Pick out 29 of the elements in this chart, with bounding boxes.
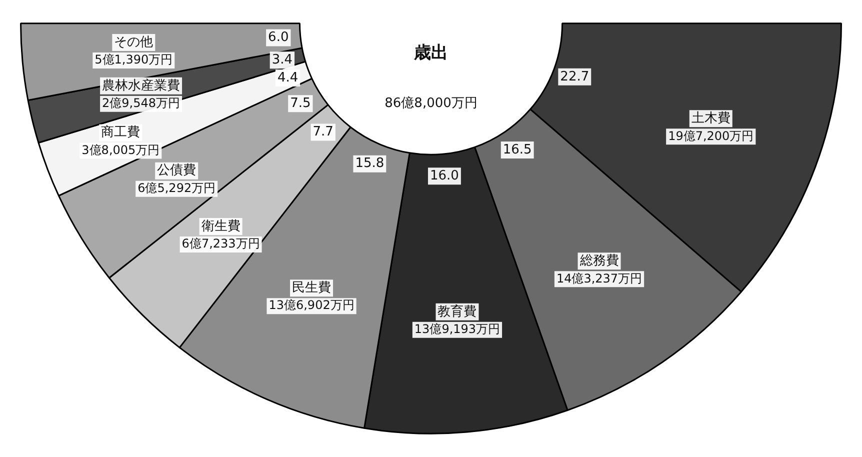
data-label: 16.0 <box>430 168 459 184</box>
data-label: 6.0 <box>268 30 289 46</box>
text: 6億7,233万円 <box>182 236 260 251</box>
slice-label: 公債費 <box>157 163 196 178</box>
text: 2億9,548万円 <box>102 96 180 110</box>
slice-label: その他 <box>114 34 154 50</box>
text: 13億6,902万円 <box>268 298 354 312</box>
text: 19億7,200万円 <box>668 128 754 143</box>
data-label: 15.8 <box>355 156 384 172</box>
slice-label: 農林水産業費 <box>102 77 180 94</box>
slice-label: 土木費 <box>691 111 730 126</box>
slice-label: 総務費 <box>578 254 619 269</box>
text: 86億8,000万円 <box>384 96 478 111</box>
data-label: 16.5 <box>502 142 532 158</box>
text: 13億9,193万円 <box>414 322 500 336</box>
slice-label: 商工費 <box>101 125 140 140</box>
data-label: 7.5 <box>290 96 311 112</box>
text: 3億8,005万円 <box>82 142 160 157</box>
data-label: 4.4 <box>277 70 298 86</box>
slice-label: 衛生費 <box>201 218 240 234</box>
slice-label: 民生費 <box>292 280 332 296</box>
text: 14億3,237万円 <box>556 271 642 286</box>
data-label: 7.7 <box>312 124 334 140</box>
text: 5億1,390万円 <box>94 52 173 67</box>
data-label: 3.4 <box>272 52 293 68</box>
slice-label: 教育費 <box>438 303 477 320</box>
text: 歳出 <box>413 42 448 63</box>
text: 6億5,292万円 <box>138 180 216 195</box>
data-label: 22.7 <box>560 69 590 84</box>
